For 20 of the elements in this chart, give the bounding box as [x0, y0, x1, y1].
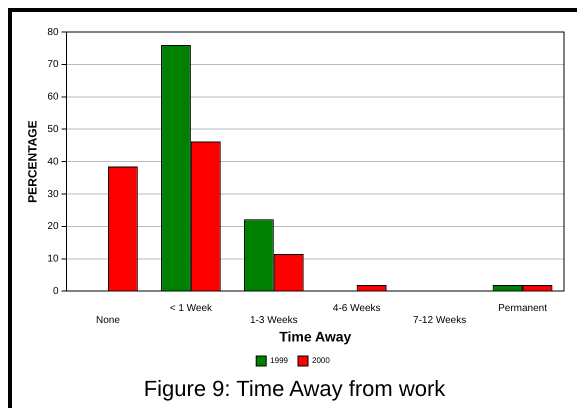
y-tick-label: 50 — [47, 124, 59, 135]
y-tick-label: 70 — [47, 59, 59, 70]
y-tick-label: 20 — [47, 221, 59, 232]
y-tick-label: 60 — [47, 92, 59, 103]
legend-label: 2000 — [312, 356, 330, 366]
y-axis-title: PERCENTAGE — [26, 120, 40, 203]
x-tick-label: 4-6 Weeks — [332, 302, 381, 314]
y-tick-label: 30 — [47, 188, 59, 200]
text: Figure 9: Time Away from work — [142, 376, 446, 402]
y-tick-label: 10 — [47, 254, 59, 265]
x-tick-label: 1-3 Weeks — [250, 314, 298, 326]
y-tick-label: 0 — [52, 286, 59, 297]
legend-label: 1999 — [270, 356, 289, 366]
x-tick-label: None — [96, 314, 120, 326]
x-tick-label: < 1 Week — [170, 302, 214, 314]
y-tick-label: 80 — [47, 26, 59, 38]
x-tick-label: Permanent — [498, 302, 548, 314]
x-tick-label: 7-12 Weeks — [413, 314, 466, 326]
x-axis-title: Time Away — [279, 328, 352, 344]
y-tick-label: 40 — [47, 156, 59, 168]
